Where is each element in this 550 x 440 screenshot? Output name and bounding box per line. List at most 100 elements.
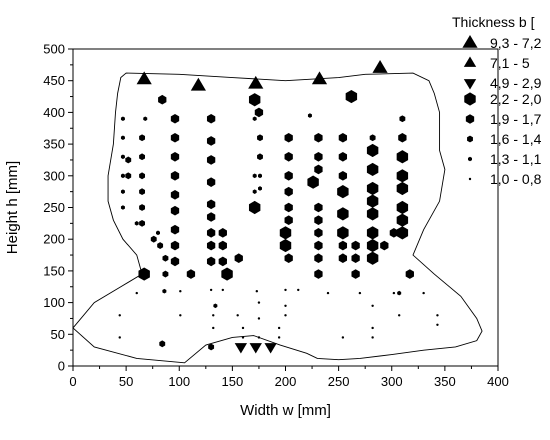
legend-label: 1,9 - 1,7	[490, 111, 542, 127]
data-point-hexagon-large	[314, 132, 323, 143]
data-point-triangle-up-large	[190, 77, 206, 91]
data-point-hexagon-xlarge	[366, 207, 379, 221]
data-point-hexagon-large	[158, 94, 167, 105]
specimen-outline	[72, 72, 483, 364]
data-point-hexagon-medium	[139, 204, 146, 211]
y-tick-label: 500	[43, 42, 65, 57]
data-point-hexagon-large	[186, 269, 196, 279]
x-tick-label: 400	[487, 374, 509, 389]
data-point-hexagon-large	[351, 240, 360, 251]
data-point-hexagon-large	[170, 151, 180, 162]
data-point-hexagon-tiny	[358, 291, 362, 295]
data-point-hexagon-tiny	[179, 314, 182, 317]
data-point-hexagon-small	[120, 116, 125, 122]
data-point-hexagon-tiny	[209, 288, 213, 292]
data-point-hexagon-xlarge	[138, 267, 150, 281]
data-point-hexagon-xlarge	[396, 200, 409, 215]
data-point-hexagon-large	[338, 240, 348, 251]
legend-marker-hexagon-large	[465, 114, 475, 124]
data-point-hexagon-large	[234, 253, 243, 264]
data-point-hexagon-xlarge	[248, 200, 261, 215]
data-point-hexagon-small	[252, 173, 257, 179]
data-point-hexagon-large	[170, 256, 180, 267]
y-axis-label: Height h [mm]	[4, 161, 21, 254]
data-point-hexagon-tiny	[118, 314, 121, 317]
y-tick-label: 300	[43, 168, 65, 183]
data-point-hexagon-large	[170, 224, 180, 235]
data-point-hexagon-tiny	[341, 336, 345, 339]
data-point-hexagon-tiny	[277, 326, 281, 330]
y-tick-label: 200	[43, 232, 65, 247]
data-point-hexagon-xlarge	[279, 226, 292, 240]
y-tick-label: 350	[43, 137, 65, 152]
legend: Thickness b [9,3 - 7,2 7,1 - 5 4,9 - 2,92,…	[452, 14, 542, 187]
data-point-hexagon-small	[120, 154, 125, 160]
axis-layer: 0 50 100 150 200 250 300 350 400 0 50 100 150 200 250 3…	[4, 42, 509, 420]
data-point-hexagon-tiny	[212, 314, 215, 317]
data-point-hexagon-xlarge	[337, 185, 349, 199]
data-point-hexagon-small	[307, 113, 312, 118]
data-point-hexagon-large	[170, 132, 180, 143]
x-tick-label: 200	[275, 374, 297, 389]
data-point-hexagon-large	[380, 240, 389, 251]
data-point-hexagon-small	[252, 116, 257, 122]
data-point-hexagon-tiny	[257, 317, 261, 320]
data-point-hexagon-medium	[162, 270, 169, 278]
data-point-hexagon-tiny	[397, 314, 401, 317]
legend-title: Thickness b [	[452, 14, 535, 30]
data-point-hexagon-large	[338, 253, 348, 264]
data-point-hexagon-xlarge	[366, 238, 379, 253]
data-point-hexagon-xlarge	[366, 162, 379, 177]
data-point-hexagon-large	[284, 202, 293, 213]
data-point-hexagon-medium	[139, 172, 146, 180]
legend-label: 1,3 - 1,1	[490, 151, 542, 167]
data-point-hexagon-tiny	[371, 326, 374, 330]
data-point-triangle-up-large	[311, 71, 328, 85]
x-tick-label: 100	[168, 374, 190, 389]
y-tick-label: 50	[51, 327, 65, 342]
data-point-hexagon-medium	[399, 115, 406, 123]
data-point-hexagon-large	[218, 240, 227, 251]
data-point-hexagon-large	[284, 186, 293, 197]
data-point-hexagon-medium	[150, 235, 157, 243]
data-point-hexagon-xlarge	[366, 226, 379, 240]
data-point-hexagon-large	[284, 215, 293, 225]
data-point-hexagon-small	[162, 288, 167, 294]
data-point-hexagon-large	[314, 253, 323, 264]
legend-marker-triangle-up-medium	[463, 56, 477, 67]
legend-label: 1,6 - 1,4	[490, 131, 542, 147]
data-point-hexagon-large	[314, 215, 323, 225]
data-point-hexagon-large	[314, 164, 323, 175]
data-point-hexagon-tiny	[277, 336, 281, 339]
legend-label: 7,1 - 5	[490, 55, 530, 71]
data-point-triangle-down-medium	[234, 343, 248, 354]
data-point-hexagon-large	[314, 151, 323, 162]
data-point-hexagon-large	[254, 107, 264, 118]
legend-marker-hexagon-xlarge	[464, 92, 476, 106]
data-point-hexagon-xlarge	[366, 194, 379, 208]
data-point-hexagon-large	[314, 269, 323, 279]
data-point-hexagon-tiny	[179, 289, 182, 293]
legend-marker-triangle-up-large	[462, 35, 478, 48]
data-point-hexagon-tiny	[236, 314, 239, 317]
data-point-hexagon-tiny	[284, 314, 287, 317]
data-point-hexagon-tiny	[212, 326, 215, 330]
data-point-hexagon-xlarge	[366, 251, 379, 265]
data-point-hexagon-xlarge	[396, 150, 409, 164]
data-point-hexagon-tiny	[221, 288, 225, 292]
data-point-hexagon-large	[206, 155, 216, 165]
data-point-hexagon-small	[120, 135, 125, 141]
data-point-hexagon-xlarge	[396, 226, 409, 240]
y-tick-label: 400	[43, 105, 65, 120]
data-point-hexagon-xlarge	[396, 181, 409, 196]
data-point-hexagon-tiny	[241, 336, 245, 339]
data-point-hexagon-large	[206, 240, 216, 251]
y-tick-label: 250	[43, 200, 65, 215]
data-point-hexagon-tiny	[326, 291, 330, 295]
legend-label: 1,0 - 0,8	[490, 171, 542, 187]
data-point-hexagon-large	[338, 132, 348, 143]
data-point-hexagon-small	[258, 173, 262, 179]
data-point-hexagon-large	[338, 171, 348, 181]
data-point-hexagon-large	[206, 113, 216, 124]
